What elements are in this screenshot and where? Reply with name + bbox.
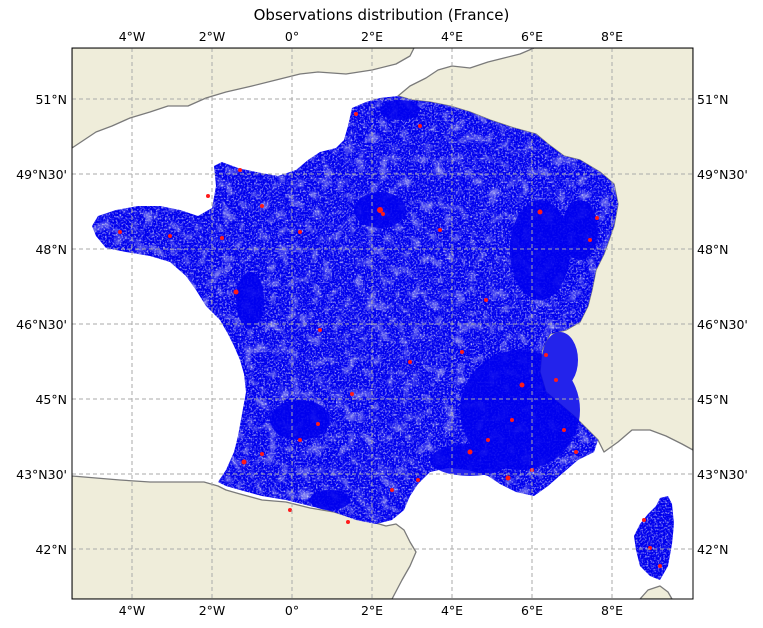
lon-label-top: 4°E bbox=[441, 29, 463, 44]
lat-label-right: 43°N30' bbox=[697, 467, 748, 482]
land-sardinia-edge bbox=[639, 585, 673, 599]
lon-label-bottom: 4°E bbox=[441, 603, 463, 618]
lon-label-bottom: 4°W bbox=[119, 603, 146, 618]
lat-label-right: 42°N bbox=[697, 542, 729, 557]
lat-label-left: 49°N30' bbox=[16, 167, 67, 182]
observation-highlights bbox=[118, 112, 662, 568]
map-title: Observations distribution (France) bbox=[253, 6, 510, 24]
lat-label-left: 48°N bbox=[35, 242, 67, 257]
lat-label-left: 51°N bbox=[35, 92, 67, 107]
lat-label-right: 48°N bbox=[697, 242, 729, 257]
lon-label-bottom: 2°W bbox=[199, 603, 226, 618]
lon-label-top: 0° bbox=[285, 29, 299, 44]
lon-label-bottom: 8°E bbox=[601, 603, 623, 618]
france-observations bbox=[92, 96, 674, 580]
lon-label-top: 2°E bbox=[361, 29, 383, 44]
land-great-britain bbox=[72, 48, 415, 149]
lon-label-top: 6°E bbox=[521, 29, 543, 44]
lat-label-right: 46°N30' bbox=[697, 317, 748, 332]
lat-label-right: 51°N bbox=[697, 92, 729, 107]
lat-label-left: 46°N30' bbox=[16, 317, 67, 332]
lon-label-top: 4°W bbox=[119, 29, 146, 44]
lat-label-right: 49°N30' bbox=[697, 167, 748, 182]
lat-label-left: 42°N bbox=[35, 542, 67, 557]
lat-label-left: 43°N30' bbox=[16, 467, 67, 482]
lat-label-left: 45°N bbox=[35, 392, 67, 407]
lon-label-bottom: 2°E bbox=[361, 603, 383, 618]
gridlines bbox=[72, 48, 693, 599]
lon-label-top: 8°E bbox=[601, 29, 623, 44]
lon-label-bottom: 6°E bbox=[521, 603, 543, 618]
map-frame bbox=[71, 47, 694, 600]
lon-label-bottom: 0° bbox=[285, 603, 299, 618]
lat-label-right: 45°N bbox=[697, 392, 729, 407]
lon-label-top: 2°W bbox=[199, 29, 226, 44]
land-areas bbox=[72, 48, 693, 599]
